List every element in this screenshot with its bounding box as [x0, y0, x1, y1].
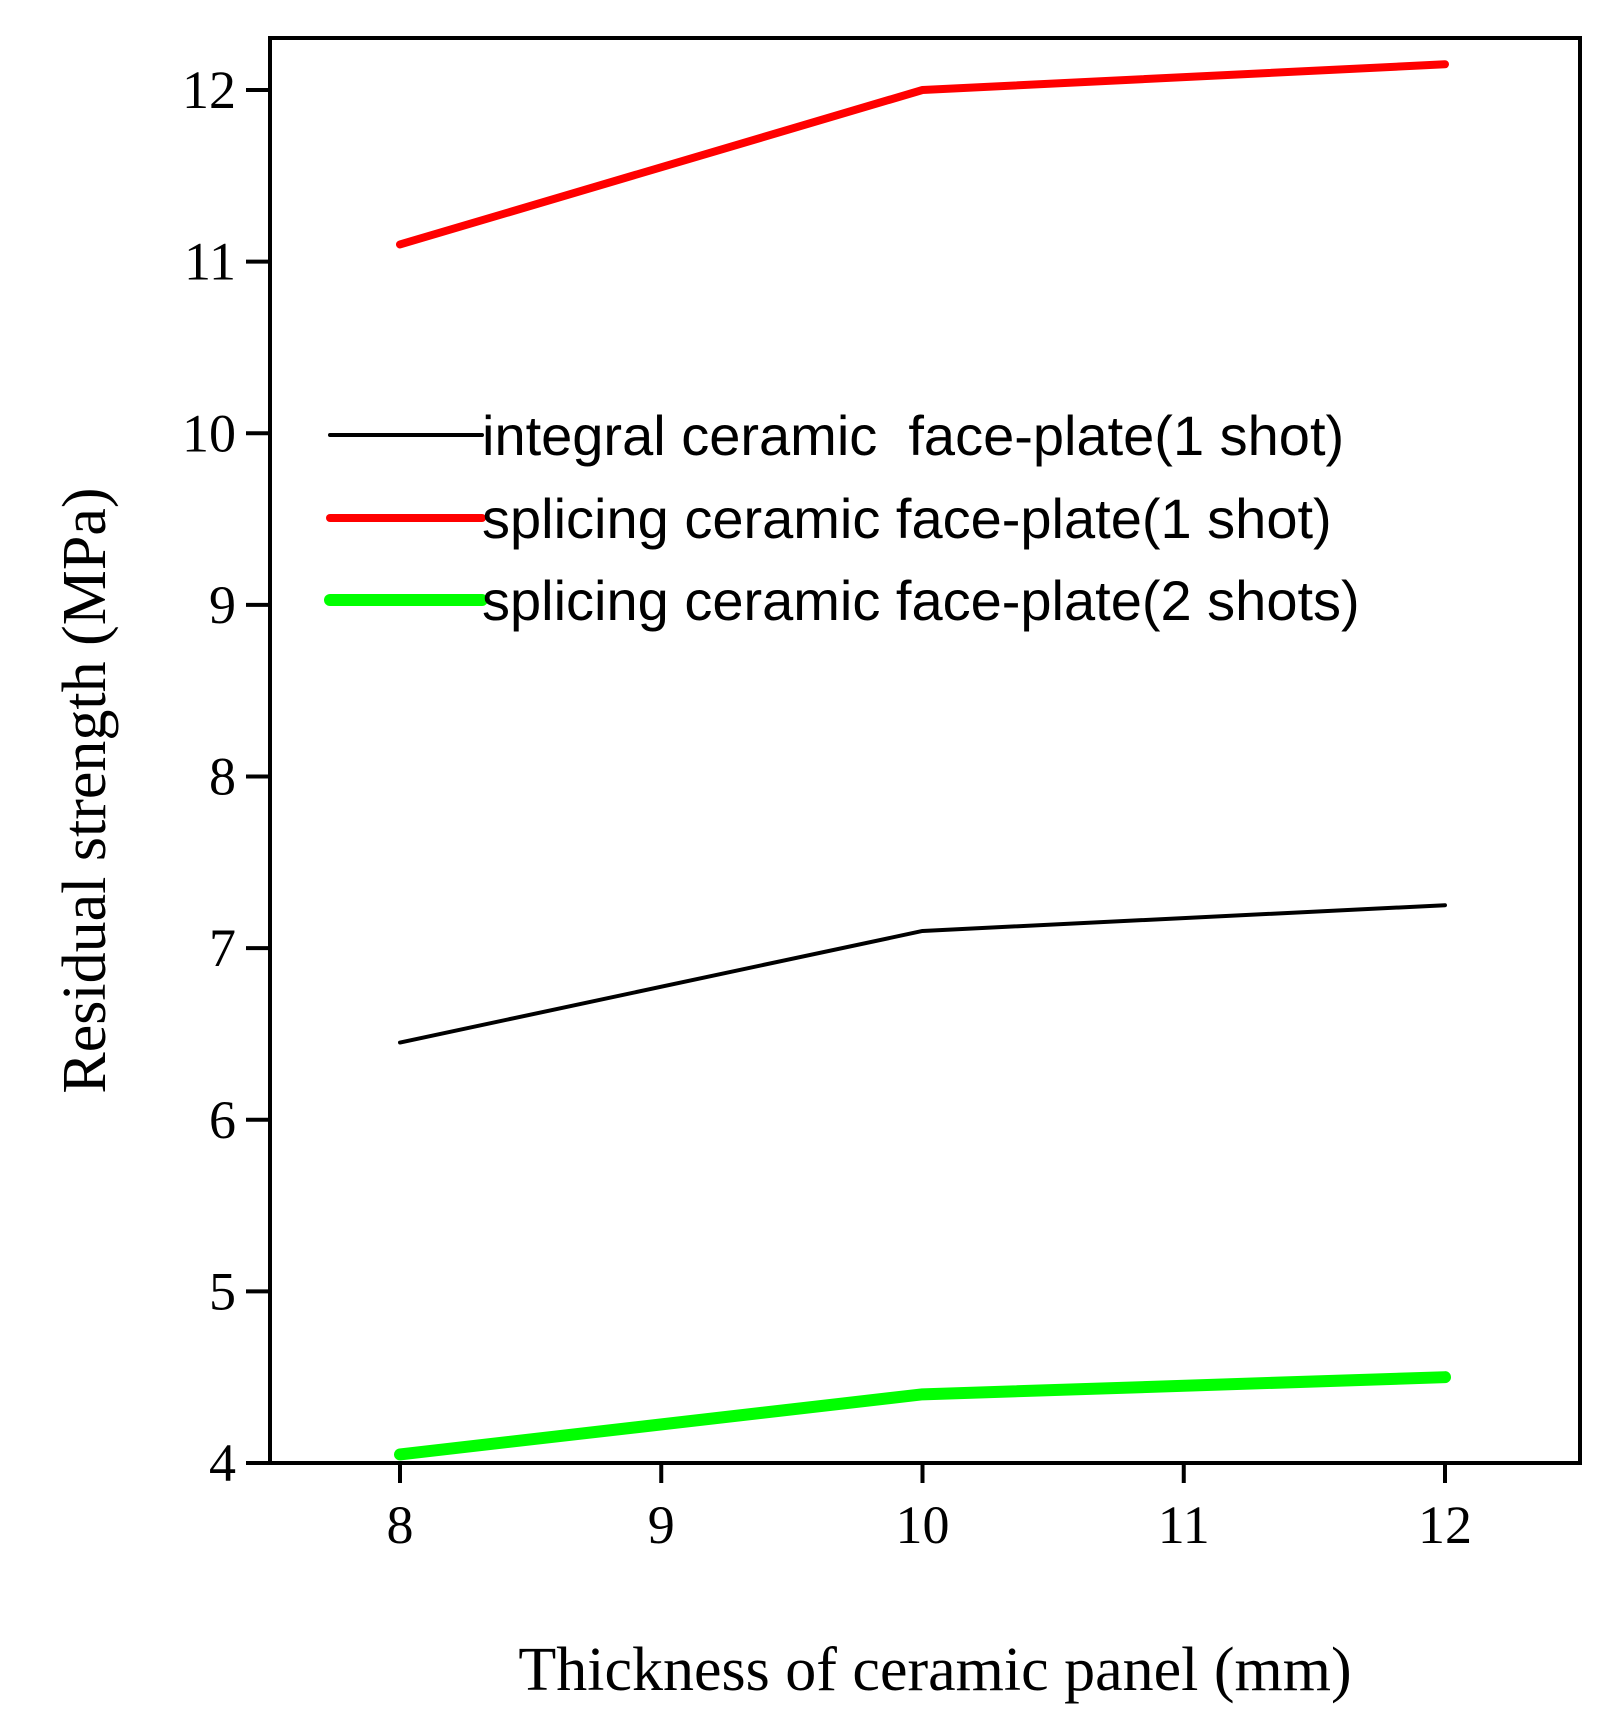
y-tick-label: 8 [209, 747, 236, 807]
series-line-3 [394, 1371, 1451, 1461]
y-tick-label: 12 [182, 60, 236, 120]
legend: integral ceramic face-plate(1 shot) splic… [324, 404, 1360, 632]
y-tick-label: 11 [184, 232, 236, 292]
y-tick-label: 7 [209, 918, 236, 978]
series-line-1 [398, 903, 1447, 1045]
y-axis-title: Residual strength (MPa) [51, 487, 119, 1093]
x-tick-label: 11 [1158, 1495, 1210, 1555]
plot-frame [268, 36, 1582, 1465]
x-tick-label: 10 [896, 1495, 950, 1555]
y-tick-label: 9 [209, 575, 236, 635]
series-lines [394, 60, 1451, 1461]
x-axis-title: Thickness of ceramic panel (mm) [518, 1636, 1351, 1704]
y-tick-label: 10 [182, 403, 236, 463]
x-tick-label: 9 [648, 1495, 675, 1555]
legend-label-2: splicing ceramic face-plate(1 shot) [482, 487, 1332, 550]
y-tick-label: 6 [209, 1090, 236, 1150]
series-line-2 [396, 60, 1449, 249]
x-tick-label: 12 [1418, 1495, 1472, 1555]
plot-border [268, 36, 1582, 1465]
x-tick-label: 8 [387, 1495, 414, 1555]
legend-label-1: integral ceramic face-plate(1 shot) [482, 404, 1344, 467]
x-axis: 8 9 10 11 12 [387, 1463, 1472, 1555]
y-tick-label: 5 [209, 1261, 236, 1321]
y-tick-label: 4 [209, 1433, 236, 1493]
legend-label-3: splicing ceramic face-plate(2 shots) [482, 569, 1360, 632]
y-axis: 4 5 6 7 8 9 10 11 12 [182, 60, 270, 1493]
